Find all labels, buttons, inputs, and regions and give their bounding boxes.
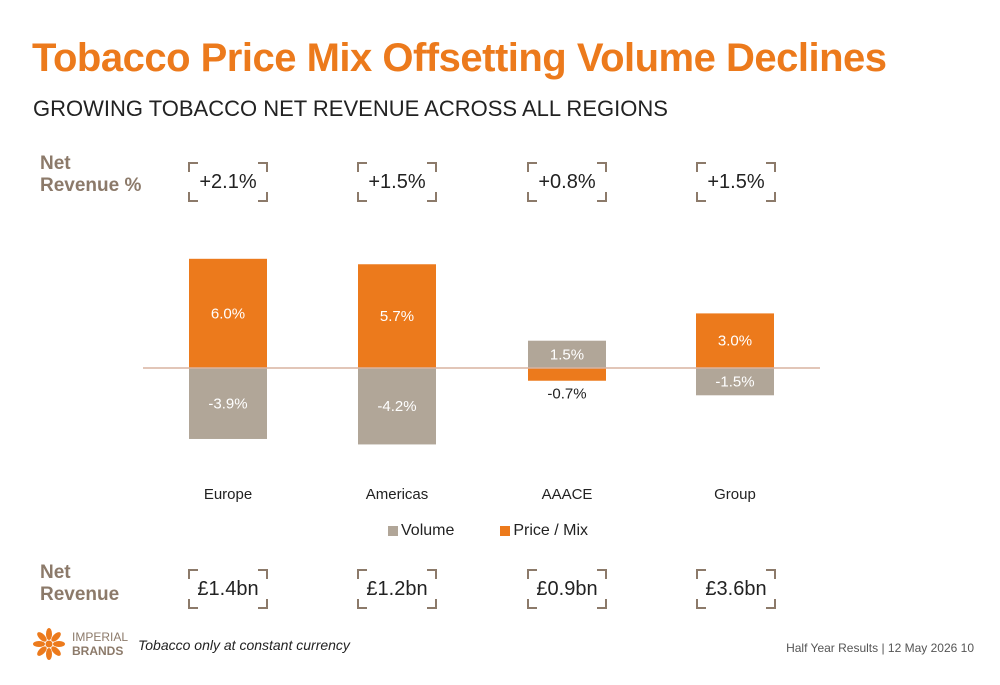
logo-wordmark: IMPERIAL BRANDS <box>72 630 128 658</box>
legend-label-volume: Volume <box>401 522 455 539</box>
data-label-price-mix-europe: 6.0% <box>211 305 245 322</box>
net-revenue-pct-aaace: +0.8% <box>538 171 596 193</box>
net-revenue-group: £3.6bn <box>705 578 767 600</box>
net-revenue-pct-box-europe: +2.1% <box>188 162 268 202</box>
legend-item-volume: Volume <box>388 522 454 540</box>
net-revenue-pct-box-americas: +1.5% <box>357 162 437 202</box>
page-title: Tobacco Price Mix Offsetting Volume Decl… <box>32 36 887 80</box>
data-label-volume-group: -1.5% <box>715 374 754 391</box>
net-revenue-pct-label: Net Revenue % <box>40 153 141 197</box>
net-revenue-label-line2: Revenue <box>40 584 120 605</box>
net-revenue-pct-box-aaace: +0.8% <box>527 162 607 202</box>
net-revenue-label: Net Revenue <box>40 562 119 606</box>
net-revenue-pct-americas: +1.5% <box>368 171 426 193</box>
net-revenue-aaace: £0.9bn <box>536 578 598 600</box>
logo-line-1: IMPERIAL <box>72 630 129 644</box>
net-revenue-box-group: £3.6bn <box>696 569 776 609</box>
net-revenue-americas: £1.2bn <box>366 578 428 600</box>
footer-text: Half Year Results | 12 May 2026 10 <box>786 641 974 655</box>
logo-line-2: BRANDS <box>72 644 124 658</box>
data-label-price-mix-americas: 5.7% <box>380 308 414 325</box>
chart-legend: Volume Price / Mix <box>388 522 588 540</box>
x-tick-label-group: Group <box>714 486 756 503</box>
legend-swatch-volume <box>388 526 398 536</box>
bar-price-mix-group <box>696 313 774 368</box>
net-revenue-pct-label-line1: Net <box>40 153 71 174</box>
bar-price-mix-americas <box>358 264 436 368</box>
page-subtitle: GROWING TOBACCO NET REVENUE ACROSS ALL R… <box>33 96 668 121</box>
bar-volume-americas <box>358 368 436 445</box>
net-revenue-label-line1: Net <box>40 562 71 583</box>
net-revenue-box-aaace: £0.9bn <box>527 569 607 609</box>
net-revenue-box-americas: £1.2bn <box>357 569 437 609</box>
starburst-logo-icon <box>33 628 65 660</box>
net-revenue-pct-box-group: +1.5% <box>696 162 776 202</box>
bar-volume-group <box>696 368 774 396</box>
x-tick-label-aaace: AAACE <box>542 486 593 503</box>
net-revenue-pct-label-line2: Revenue % <box>40 175 142 196</box>
bar-price-mix-europe <box>189 258 267 368</box>
data-label-volume-aaace: 1.5% <box>550 346 584 363</box>
bar-volume-aaace <box>528 340 606 368</box>
legend-label-price-mix: Price / Mix <box>513 522 589 539</box>
net-revenue-europe: £1.4bn <box>197 578 259 600</box>
data-label-volume-americas: -4.2% <box>377 398 416 415</box>
bar-price-mix-aaace <box>528 368 606 381</box>
legend-swatch-price-mix <box>500 526 511 536</box>
x-tick-label-americas: Americas <box>366 486 429 503</box>
x-tick-label-europe: Europe <box>204 486 252 503</box>
imperial-brands-logo: IMPERIAL BRANDS <box>32 627 128 661</box>
data-label-price-mix-aaace: -0.7% <box>547 386 586 403</box>
net-revenue-pct-europe: +2.1% <box>199 171 257 193</box>
net-revenue-pct-group: +1.5% <box>707 171 765 193</box>
legend-item-price-mix: Price / Mix <box>500 522 588 540</box>
net-revenue-box-europe: £1.4bn <box>188 569 268 609</box>
bar-volume-europe <box>189 368 267 439</box>
footnote: Tobacco only at constant currency <box>138 637 350 653</box>
data-label-volume-europe: -3.9% <box>208 395 247 412</box>
data-label-price-mix-group: 3.0% <box>718 333 752 350</box>
